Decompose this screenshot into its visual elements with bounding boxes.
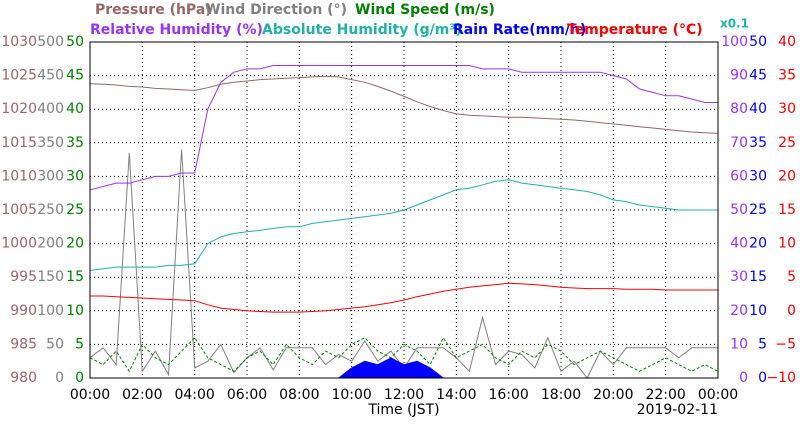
y-tick-label: 0 <box>55 370 64 386</box>
y-tick-label: 25 <box>749 202 767 218</box>
y-tick-label: 40 <box>66 101 84 117</box>
y-tick-label: 60 <box>730 168 748 184</box>
y-tick-label: 0 <box>739 370 748 386</box>
y-tick-label: 5 <box>758 336 767 352</box>
y-tick-label: 50 <box>749 34 767 50</box>
legend-title: Pressure (hPa) <box>95 2 212 18</box>
x-tick-label: 12:00 <box>384 387 424 403</box>
y-tick-label: 90 <box>730 68 748 84</box>
y-tick-label: 1015 <box>1 135 37 151</box>
y-tick-label: 200 <box>37 236 64 252</box>
y-tick-label: 45 <box>749 68 767 84</box>
series-line <box>89 336 719 373</box>
legend-title: Wind Speed (m/s) <box>355 2 495 18</box>
legend-title: Relative Humidity (%) <box>90 22 263 38</box>
legend-title: Wind Direction (°) <box>205 2 347 18</box>
x-tick-label: 02:00 <box>122 387 162 403</box>
legend-title: Absolute Humidity (g/m³) <box>262 22 462 38</box>
y-tick-label: 25 <box>66 202 84 218</box>
y-tick-label: 500 <box>37 34 64 50</box>
y-tick-label: 30 <box>778 101 796 117</box>
y-tick-label: 35 <box>778 68 796 84</box>
y-tick-label: 40 <box>749 101 767 117</box>
y-tick-label: −5 <box>775 336 796 352</box>
y-tick-label: 1005 <box>1 202 37 218</box>
y-tick-label: 10 <box>730 336 748 352</box>
y-tick-label: 35 <box>66 135 84 151</box>
series-line <box>89 179 718 271</box>
x-tick-label: 22:00 <box>645 387 685 403</box>
y-tick-label: 15 <box>749 269 767 285</box>
series-line <box>89 149 718 379</box>
scale-note: x0.1 <box>720 17 749 31</box>
y-tick-label: 1030 <box>1 34 37 50</box>
y-tick-label: 45 <box>66 68 84 84</box>
y-tick-label: 400 <box>37 101 64 117</box>
plot-frame <box>89 41 719 379</box>
y-tick-label: 40 <box>778 34 796 50</box>
y-tick-label: 30 <box>749 168 767 184</box>
y-tick-label: 1025 <box>1 68 37 84</box>
y-tick-label: 20 <box>778 168 796 184</box>
x-tick-label: 08:00 <box>279 387 319 403</box>
y-tick-label: 10 <box>778 236 796 252</box>
x-tick-label: 18:00 <box>541 387 581 403</box>
y-tick-label: 450 <box>37 68 64 84</box>
y-tick-label: 20 <box>730 303 748 319</box>
y-tick-label: 80 <box>730 101 748 117</box>
y-tick-label: 20 <box>66 236 84 252</box>
y-tick-label: 350 <box>37 135 64 151</box>
y-tick-label: 100 <box>37 303 64 319</box>
y-tick-label: 1010 <box>1 168 37 184</box>
x-tick-label: 14:00 <box>436 387 476 403</box>
y-tick-label: 10 <box>749 303 767 319</box>
y-tick-label: 30 <box>730 269 748 285</box>
y-tick-label: 40 <box>730 236 748 252</box>
x-tick-label: 04:00 <box>174 387 214 403</box>
y-tick-label: 25 <box>778 135 796 151</box>
y-tick-label: 0 <box>758 370 767 386</box>
series-line <box>90 282 718 313</box>
y-tick-label: 5 <box>75 336 84 352</box>
y-tick-label: 5 <box>787 269 796 285</box>
legend-title: Temperature (°C) <box>567 22 703 38</box>
y-tick-label: 150 <box>37 269 64 285</box>
y-tick-label: 990 <box>10 303 37 319</box>
x-tick-label: 06:00 <box>227 387 267 403</box>
y-tick-label: 15 <box>778 202 796 218</box>
y-tick-label: 50 <box>730 202 748 218</box>
date-label: 2019-02-11 <box>637 402 718 418</box>
y-tick-label: 50 <box>46 336 64 352</box>
y-tick-label: 250 <box>37 202 64 218</box>
y-tick-label: 50 <box>66 34 84 50</box>
y-tick-label: 980 <box>10 370 37 386</box>
rain-area <box>90 357 718 379</box>
x-tick-label: 10:00 <box>331 387 371 403</box>
y-tick-label: 300 <box>37 168 64 184</box>
y-tick-label: 10 <box>66 303 84 319</box>
y-tick-label: 35 <box>749 135 767 151</box>
y-tick-label: 20 <box>749 236 767 252</box>
y-tick-label: 100 <box>721 34 748 50</box>
y-tick-label: 0 <box>75 370 84 386</box>
y-tick-label: 1020 <box>1 101 37 117</box>
y-tick-label: 70 <box>730 135 748 151</box>
x-tick-label: 00:00 <box>698 387 738 403</box>
x-tick-label: 16:00 <box>488 387 528 403</box>
y-tick-label: 0 <box>787 303 796 319</box>
legend-title: Rain Rate(mm/h) <box>453 22 586 38</box>
series-line <box>89 65 718 191</box>
y-tick-label: 1000 <box>1 236 37 252</box>
x-tick-label: 20:00 <box>593 387 633 403</box>
x-tick-label: 00:00 <box>70 387 110 403</box>
y-tick-label: 15 <box>66 269 84 285</box>
y-tick-label: 985 <box>10 336 37 352</box>
y-tick-label: 995 <box>10 269 37 285</box>
x-axis-label: Time (JST) <box>367 402 439 418</box>
series-line <box>89 75 719 134</box>
y-tick-label: 30 <box>66 168 84 184</box>
y-tick-label: −10 <box>766 370 796 386</box>
